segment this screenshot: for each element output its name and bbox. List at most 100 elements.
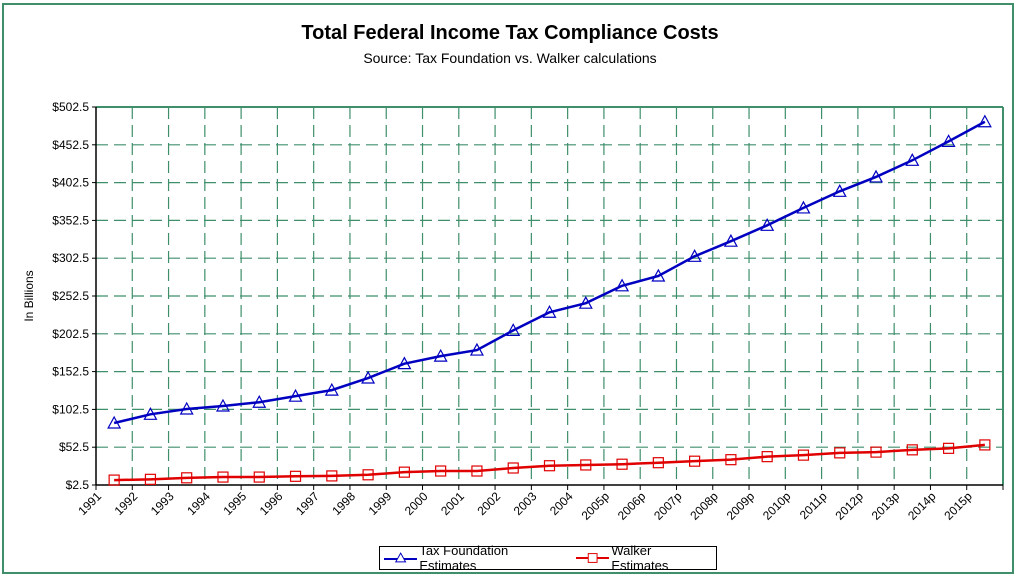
x-tick-label: 2001 [438, 489, 467, 518]
data-point-tax-foundation [977, 114, 992, 128]
x-tick-label: 2003 [511, 489, 540, 518]
x-tick-label: 1996 [257, 489, 286, 518]
x-tick-label: 1994 [184, 489, 213, 518]
data-point-walker [144, 473, 157, 485]
y-axis-label: In Billions [22, 270, 36, 321]
x-tick-label: 2015p [941, 489, 975, 523]
data-point-tax-foundation [796, 200, 811, 214]
chart-subtitle: Source: Tax Foundation vs. Walker calcul… [363, 50, 657, 66]
y-tick-label: $352.5 [52, 213, 89, 227]
data-point-walker [979, 439, 991, 451]
legend-item-tax-foundation: Tax Foundation Estimates [384, 543, 566, 573]
x-tick-label: 1998 [329, 489, 358, 518]
x-tick-label: 2012p [833, 489, 867, 523]
data-point-tax-foundation [869, 169, 884, 183]
data-point-walker [652, 457, 664, 469]
x-tick-label: 2011p [797, 489, 830, 522]
y-tick-label: $102.5 [52, 402, 89, 416]
data-point-tax-foundation [542, 305, 557, 318]
y-tick-label: $452.5 [52, 138, 89, 152]
data-point-walker [507, 462, 519, 474]
data-point-walker [942, 442, 955, 454]
data-point-walker [108, 474, 120, 486]
data-point-walker [725, 454, 737, 466]
y-tick-label: $52.5 [59, 440, 89, 454]
x-tick-label: 1995 [220, 489, 249, 518]
x-tick-label: 2000 [402, 489, 431, 518]
x-tick-label: 1997 [293, 489, 322, 518]
data-point-tax-foundation [651, 268, 666, 282]
square-marker-icon [575, 553, 610, 563]
data-point-walker [326, 470, 338, 482]
chart-frame [2, 3, 1014, 574]
data-point-walker [543, 460, 556, 472]
x-tick-label: 1991 [75, 489, 104, 518]
series-line-tax-foundation [113, 120, 986, 425]
data-point-walker [471, 465, 483, 477]
triangle-marker-icon [384, 552, 418, 563]
data-point-tax-foundation [578, 295, 593, 309]
legend-label: Tax Foundation Estimates [419, 543, 509, 573]
data-point-walker [362, 469, 374, 481]
data-point-walker [435, 465, 447, 477]
data-point-tax-foundation [469, 342, 484, 356]
data-point-tax-foundation [832, 184, 847, 197]
data-point-tax-foundation [324, 382, 339, 396]
series-line-walker [114, 443, 985, 482]
data-point-tax-foundation [288, 388, 303, 402]
y-tick-label: $2.5 [66, 478, 90, 492]
data-point-tax-foundation [506, 323, 521, 336]
y-tick-label: $502.5 [52, 100, 89, 114]
x-tick-label: 2006p [615, 489, 649, 523]
data-point-tax-foundation [433, 348, 448, 362]
legend-label: Walker Estimates [611, 543, 669, 573]
x-tick-label: 2007p [651, 489, 685, 523]
chart-title: Total Federal Income Tax Compliance Cost… [301, 22, 719, 44]
data-point-walker [834, 447, 846, 459]
series-layer [107, 114, 992, 486]
data-point-tax-foundation [760, 218, 775, 231]
y-tick-label: $402.5 [52, 176, 89, 190]
grid-layer [96, 107, 1003, 485]
x-tick-label: 2014p [905, 489, 939, 523]
data-point-walker [870, 446, 882, 458]
y-tick-label: $252.5 [52, 289, 89, 303]
x-tick-label: 2005p [579, 489, 613, 523]
legend-item-walker: Walker Estimates [575, 543, 710, 573]
data-point-walker [616, 458, 628, 470]
x-tick-label: 1993 [148, 489, 177, 518]
y-tick-label: $202.5 [52, 327, 89, 341]
data-point-tax-foundation [143, 407, 158, 420]
data-point-tax-foundation [687, 249, 702, 262]
data-point-walker [181, 472, 193, 484]
data-point-walker [289, 470, 302, 482]
axis-layer: $2.5 $52.5 $102.5 $152.5 $202.5 $252.5 $302.5 $… [52, 100, 1004, 523]
data-point-walker [253, 471, 265, 483]
x-tick-label: 2009p [724, 489, 758, 523]
data-point-tax-foundation [723, 233, 738, 247]
legend: Tax Foundation Estimates Walker Estimate… [379, 543, 717, 573]
data-point-walker [797, 449, 810, 461]
x-tick-label: 2013p [869, 489, 903, 523]
data-point-tax-foundation [215, 398, 230, 412]
data-point-tax-foundation [941, 134, 956, 147]
data-point-tax-foundation [107, 415, 122, 429]
data-point-walker [217, 471, 229, 483]
data-point-tax-foundation [615, 278, 630, 292]
y-tick-label: $152.5 [52, 365, 89, 379]
x-tick-label: 2008p [687, 489, 721, 523]
x-tick-label: 1999 [366, 489, 395, 518]
x-tick-label: 2004 [547, 489, 576, 518]
y-tick-label: $302.5 [52, 251, 89, 265]
data-point-walker [398, 466, 410, 478]
x-tick-label: 2010p [760, 489, 794, 523]
data-point-tax-foundation [905, 153, 920, 166]
data-point-tax-foundation [397, 356, 412, 370]
data-point-tax-foundation [179, 401, 194, 415]
data-point-walker [580, 459, 592, 471]
data-point-tax-foundation [252, 394, 267, 408]
data-point-walker [906, 444, 918, 456]
x-tick-label: 2002 [474, 489, 503, 518]
data-point-tax-foundation [361, 370, 376, 384]
